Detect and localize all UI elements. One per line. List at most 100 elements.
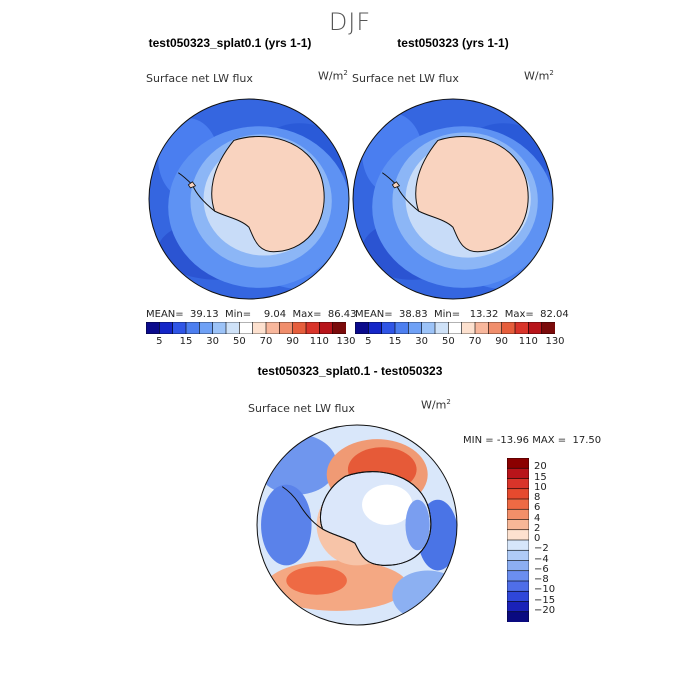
colorbar-swatch (528, 322, 543, 334)
season-title: DJF (328, 8, 372, 36)
colorbar-swatch (507, 560, 529, 572)
colorbar-swatch (507, 458, 529, 469)
antarctica-landmass (211, 135, 325, 253)
colorbar-swatch (507, 601, 529, 613)
panel2-stats: MEAN= 38.83 Min= 13.32 Max= 82.04 (355, 309, 569, 320)
colorbar-tick-label: 15 (179, 336, 193, 347)
colorbar-swatch (507, 570, 529, 582)
colorbar-tick-label: 5 (156, 336, 163, 347)
panel3-title: test050323_splat0.1 - test050323 (257, 364, 443, 378)
panel2-colorbar (355, 322, 555, 334)
colorbar-tick-label: 0 (534, 533, 541, 544)
colorbar-swatch (507, 611, 529, 622)
colorbar-swatch (507, 519, 529, 531)
colorbar-swatch (252, 322, 267, 334)
colorbar-tick-label: 50 (441, 336, 455, 347)
panel2-units: W/m2 (524, 69, 554, 83)
colorbar-tick-label: −10 (534, 584, 556, 596)
panel1-stats: MEAN= 39.13 Min= 9.04 Max= 86.43 (146, 309, 357, 320)
colorbar-swatch (279, 322, 294, 334)
colorbar-swatch (408, 322, 423, 334)
antarctica-landmass (415, 135, 529, 253)
colorbar-swatch (199, 322, 214, 334)
colorbar-swatch (319, 322, 334, 334)
map-boundary (148, 98, 350, 300)
colorbar-tick-label: −8 (534, 574, 549, 585)
colorbar-swatch (448, 322, 463, 334)
colorbar-swatch (507, 549, 529, 562)
panel3-map (256, 424, 458, 626)
colorbar-swatch (507, 580, 529, 592)
colorbar-tick-label: −2 (534, 543, 549, 555)
colorbar-tick-label: 90 (495, 336, 509, 347)
colorbar-tick-label: 8 (534, 492, 541, 503)
colorbar-swatch (434, 322, 450, 334)
colorbar-tick-label: 70 (468, 336, 482, 347)
colorbar-swatch (212, 322, 227, 334)
colorbar-tick-label: 130 (336, 336, 356, 347)
panel3-units: W/m2 (421, 398, 451, 412)
colorbar-swatch (507, 478, 529, 490)
colorbar-tick-label: 2 (534, 522, 541, 534)
colorbar-swatch (461, 322, 476, 334)
colorbar-swatch (474, 322, 490, 334)
colorbar-tick-label: 110 (518, 336, 538, 347)
colorbar-tick-label: 20 (534, 461, 547, 473)
colorbar-swatch (394, 322, 410, 334)
panel3-stats: MIN = -13.96 MAX = 17.50 (463, 435, 602, 446)
colorbar-swatch (421, 322, 436, 334)
colorbar-swatch (146, 322, 161, 334)
panel2-title: test050323 (yrs 1-1) (397, 36, 509, 50)
panel2-colorbar-ticks: 5 15 30 50 70 90 110 130 (355, 336, 575, 350)
panel1-variable: Surface net LW flux (146, 72, 253, 85)
colorbar-tick-label: −20 (534, 604, 556, 616)
panel3-colorbar-ticks: 20 15 10 8 6 4 2 0 −2 −4 −6 −8 −10 −15 −20 (534, 458, 574, 628)
colorbar-swatch (185, 322, 201, 334)
colorbar-tick-label: 70 (259, 336, 273, 347)
colorbar-tick-label: 50 (232, 336, 246, 347)
colorbar-swatch (265, 322, 281, 334)
panel3-colorbar (507, 458, 529, 622)
colorbar-tick-label: −4 (534, 553, 549, 565)
colorbar-swatch (541, 322, 555, 334)
colorbar-tick-label: 10 (534, 481, 547, 493)
colorbar-swatch (507, 539, 529, 551)
colorbar-swatch (225, 322, 241, 334)
colorbar-tick-label: 30 (206, 336, 220, 347)
panel2-map (352, 98, 554, 300)
colorbar-swatch (507, 508, 529, 521)
panel1-colorbar-ticks: 5 15 30 50 70 90 110 130 (146, 336, 366, 350)
colorbar-tick-label: 30 (415, 336, 429, 347)
colorbar-tick-label: −6 (534, 563, 549, 575)
colorbar-swatch (488, 322, 503, 334)
panel1-title: test050323_splat0.1 (yrs 1-1) (148, 36, 312, 50)
colorbar-swatch (507, 590, 529, 603)
colorbar-swatch (501, 322, 516, 334)
colorbar-swatch (239, 322, 254, 334)
colorbar-tick-label: 4 (534, 512, 541, 524)
colorbar-tick-label: 110 (309, 336, 329, 347)
colorbar-swatch (507, 488, 529, 500)
colorbar-swatch (381, 322, 396, 334)
colorbar-swatch (368, 322, 383, 334)
panel1-colorbar (146, 322, 346, 334)
colorbar-swatch (507, 467, 529, 480)
panel1-units: W/m2 (318, 69, 348, 83)
colorbar-tick-label: 130 (545, 336, 565, 347)
panel3-variable: Surface net LW flux (248, 402, 355, 415)
panel2-variable: Surface net LW flux (352, 72, 459, 85)
colorbar-swatch (305, 322, 321, 334)
colorbar-tick-label: 15 (388, 336, 402, 347)
colorbar-tick-label: 5 (365, 336, 372, 347)
colorbar-swatch (159, 322, 174, 334)
colorbar-swatch (355, 322, 370, 334)
colorbar-swatch (507, 498, 529, 510)
colorbar-tick-label: 90 (286, 336, 300, 347)
colorbar-swatch (172, 322, 187, 334)
colorbar-swatch (507, 529, 529, 541)
colorbar-swatch (292, 322, 307, 334)
colorbar-swatch (332, 322, 346, 334)
colorbar-tick-label: 6 (534, 502, 541, 514)
colorbar-swatch (514, 322, 530, 334)
colorbar-tick-label: 15 (534, 471, 547, 483)
